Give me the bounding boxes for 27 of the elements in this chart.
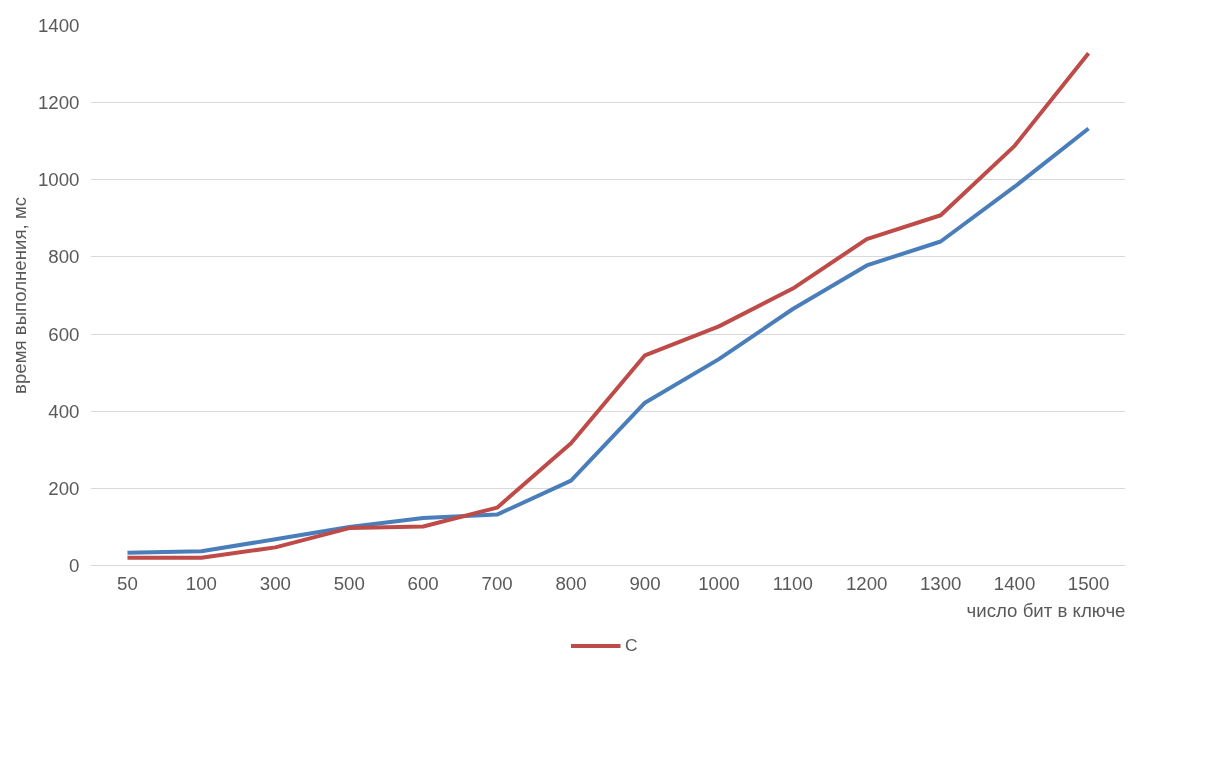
y-tick-label: 1000 (38, 169, 80, 191)
x-tick-label: 100 (185, 572, 217, 594)
x-tick-label: 1300 (919, 572, 962, 594)
y-tick-label: 800 (48, 246, 80, 268)
x-tick-label: 800 (555, 572, 587, 594)
x-tick-label: 50 (117, 572, 138, 594)
x-tick-label: 1500 (1067, 572, 1110, 594)
x-tick-label: 600 (407, 572, 439, 594)
y-tick-label: 1400 (38, 15, 80, 36)
x-axis-title: число бит в ключе (966, 599, 1126, 621)
x-tick-label: 1000 (698, 572, 740, 594)
x-tick-label: 300 (259, 572, 291, 594)
y-axis-title: время выполнения, мс (9, 196, 30, 395)
x-tick-label: 700 (481, 572, 513, 594)
line-series (125, 126, 1091, 555)
x-tick-label: 1200 (846, 572, 888, 594)
legend-label: C (625, 634, 639, 656)
x-tick-label: 900 (629, 572, 661, 594)
x-tick-label: 500 (333, 572, 365, 594)
line-series (125, 51, 1091, 560)
y-tick-label: 1200 (38, 92, 80, 114)
x-tick-label: 1100 (772, 572, 813, 594)
x-tick-label: 1400 (993, 572, 1036, 594)
y-tick-label: 0 (69, 555, 80, 576)
y-tick-label: 200 (48, 477, 80, 499)
y-tick-label: 400 (48, 400, 80, 422)
y-tick-label: 600 (48, 323, 80, 345)
